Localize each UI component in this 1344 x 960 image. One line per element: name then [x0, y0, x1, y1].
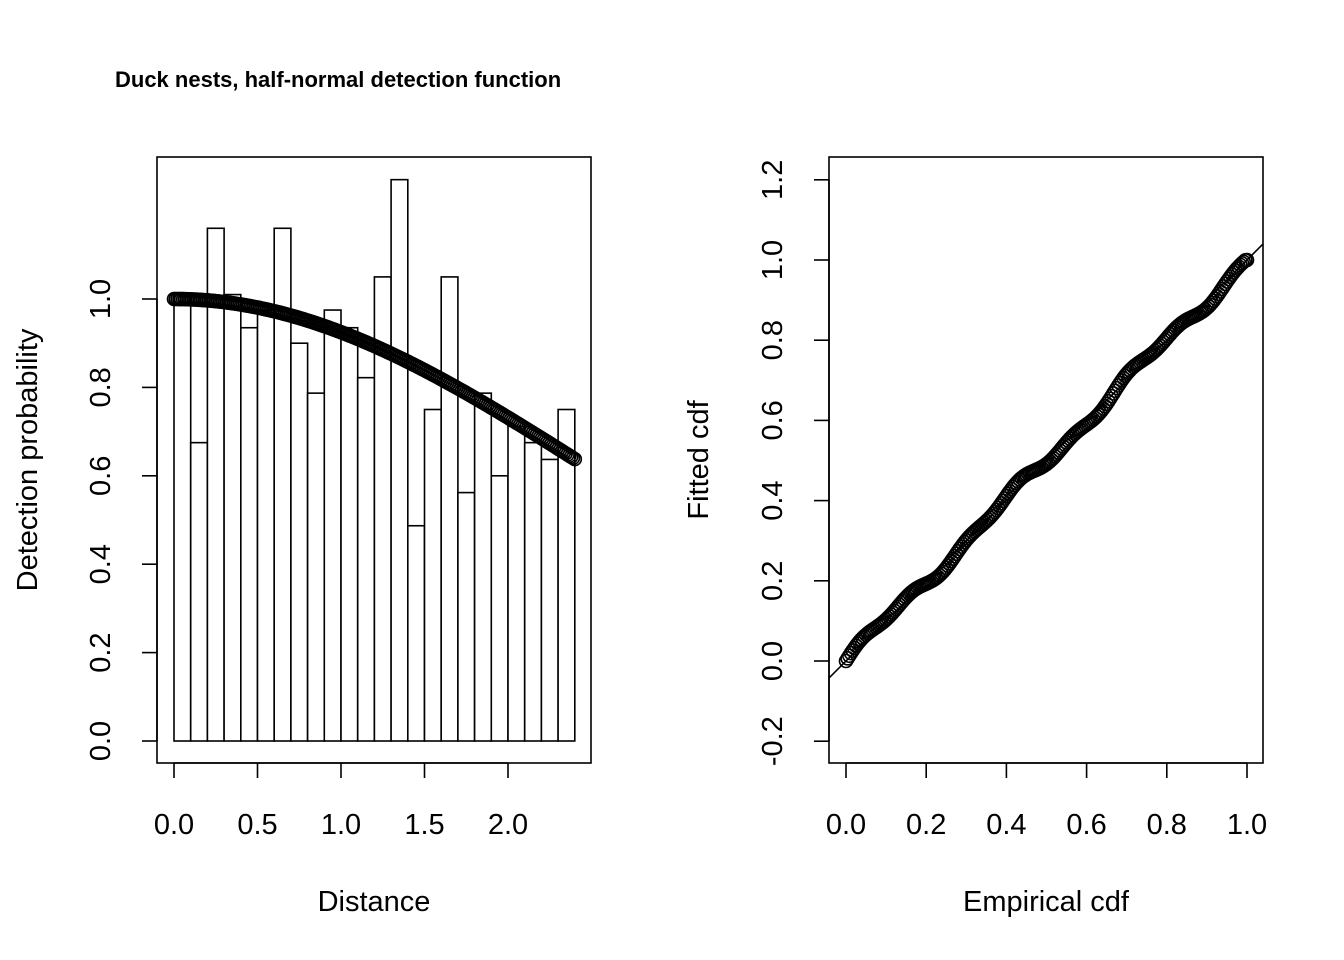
y-tick-label: 0.4 — [85, 544, 117, 584]
x-tick-label: 2.0 — [488, 809, 528, 841]
x-tick-label: 0.8 — [1147, 809, 1187, 841]
qq-point — [1096, 401, 1111, 416]
y-tick-label: 1.0 — [757, 240, 789, 280]
x-tick-label: 0.5 — [237, 809, 277, 841]
histogram-bar — [340, 326, 359, 742]
y-tick-label: 1.0 — [85, 279, 117, 319]
histogram-bar — [290, 342, 309, 742]
x-tick-label: 1.0 — [321, 809, 361, 841]
histogram-bar — [490, 474, 509, 742]
x-tick-label: 0.6 — [1066, 809, 1106, 841]
y-tick-label: 0.8 — [757, 320, 789, 360]
y-tick-label: 0.2 — [757, 561, 789, 601]
left-x-axis-title: Distance — [318, 886, 431, 918]
right-y-axis: -0.2 0.0 0.2 0.4 0.6 0.8 1.0 1.2 — [757, 160, 830, 766]
histogram-bar — [173, 293, 192, 742]
left-y-axis: 0.0 0.2 0.4 0.6 0.8 1.0 — [85, 279, 158, 761]
y-tick-label: 0.6 — [85, 456, 117, 496]
y-tick-label: 0.2 — [85, 632, 117, 672]
y-tick-label: 1.2 — [757, 160, 789, 200]
histogram-bar — [323, 309, 342, 742]
fitted-curve-point — [563, 449, 579, 465]
right-x-axis-title: Empirical cdf — [963, 886, 1130, 918]
x-tick-label: 0.0 — [826, 809, 866, 841]
left-x-axis: 0.0 0.5 1.0 1.5 2.0 — [154, 762, 528, 841]
histogram-bar — [523, 441, 543, 742]
y-tick-label: 0.8 — [85, 367, 117, 407]
main-title: Duck nests, half-normal detection functi… — [115, 67, 561, 92]
histogram-bar — [457, 491, 476, 742]
qq-point — [1239, 252, 1255, 268]
y-tick-label: -0.2 — [757, 716, 789, 766]
histogram-bar — [390, 178, 409, 742]
histogram-bar — [240, 326, 259, 742]
fitted-curve-point — [565, 450, 581, 466]
histogram-bar — [306, 392, 326, 742]
histogram-bar — [189, 441, 209, 742]
y-tick-label: 0.0 — [757, 641, 789, 681]
histogram-bar — [557, 408, 576, 742]
x-tick-label: 0.0 — [154, 809, 194, 841]
x-tick-label: 0.4 — [986, 809, 1026, 841]
y-tick-label: 0.6 — [757, 400, 789, 440]
histogram-bar — [406, 524, 426, 742]
right-y-axis-title: Fitted cdf — [683, 399, 715, 519]
histogram-bar — [540, 458, 559, 742]
histogram-bar — [507, 425, 526, 742]
y-tick-label: 0.0 — [85, 721, 117, 761]
x-tick-label: 0.2 — [906, 809, 946, 841]
right-x-axis: 0.0 0.2 0.4 0.6 0.8 1.0 — [826, 762, 1267, 841]
y-tick-label: 0.4 — [757, 480, 789, 520]
histogram-bar — [356, 376, 376, 742]
x-tick-label: 1.0 — [1227, 809, 1267, 841]
histogram-bar — [223, 293, 242, 742]
histogram-bar — [423, 408, 443, 742]
histogram-bar — [256, 309, 276, 742]
left-panel-detection-function: 0.0 0.5 1.0 1.5 2.0 Distance 0.0 0.2 0.4 0.6 0.8 1.… — [12, 156, 592, 918]
fitted-curve-point — [567, 451, 583, 467]
x-tick-label: 1.5 — [404, 809, 444, 841]
histogram-bar — [473, 392, 493, 742]
left-y-axis-title: Detection probability — [12, 328, 44, 591]
histogram-bar — [440, 276, 459, 742]
